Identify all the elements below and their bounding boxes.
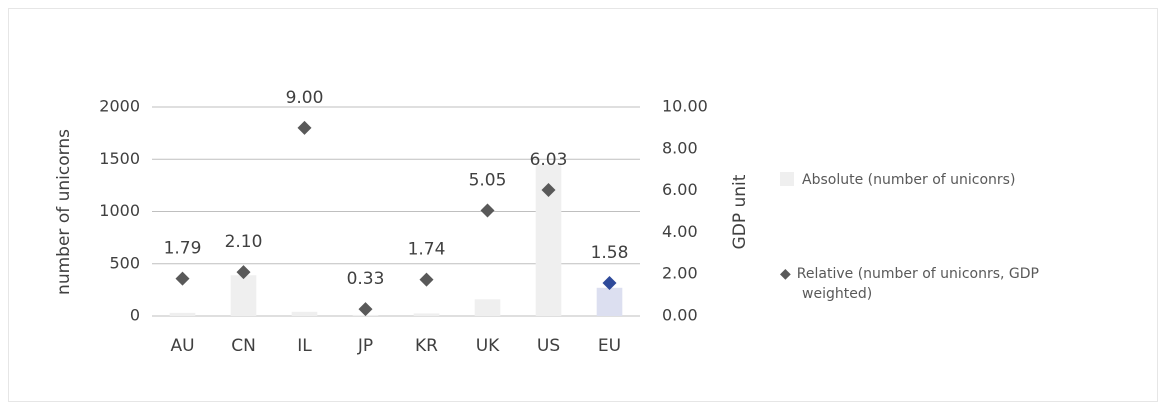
- y2-tick-label: 0.00: [662, 306, 698, 325]
- data-label: 9.00: [286, 88, 324, 108]
- x-tick-label: US: [537, 336, 560, 356]
- y2-tick-label: 6.00: [662, 180, 698, 199]
- diamond-marker: [541, 182, 556, 197]
- bar: [413, 313, 440, 316]
- x-tick-label: EU: [598, 336, 621, 356]
- data-label: 1.58: [591, 243, 629, 263]
- x-tick-label: AU: [170, 336, 194, 356]
- x-tick-label: CN: [231, 336, 256, 356]
- legend-item: ◆ Relative (number of uniconrs, GDP weigh…: [780, 264, 1112, 304]
- legend-label: Absolute (number of uniconrs): [802, 172, 1016, 188]
- diamond-marker: [602, 275, 617, 290]
- diamond-marker: [175, 271, 190, 286]
- y-tick-label: 2000: [99, 97, 140, 116]
- data-label: 1.74: [408, 240, 446, 260]
- chart-frame: [8, 8, 1158, 402]
- diamond-marker: [297, 120, 312, 135]
- y2-axis-label: GDP unit: [730, 174, 750, 249]
- y-tick-label: 1500: [99, 149, 140, 168]
- bar: [596, 287, 623, 316]
- data-label: 6.03: [530, 150, 568, 170]
- y-tick-label: 1000: [99, 201, 140, 220]
- legend-swatch: ◆: [780, 266, 791, 282]
- x-tick-label: KR: [415, 336, 438, 356]
- bar: [169, 312, 196, 316]
- y-tick-label: 500: [109, 253, 140, 272]
- diamond-marker: [419, 272, 434, 287]
- diamond-marker: [480, 203, 495, 218]
- bar: [230, 275, 257, 316]
- x-tick-label: IL: [297, 336, 312, 356]
- legend-item: Absolute (number of uniconrs): [780, 170, 1110, 190]
- diamond-marker: [358, 302, 373, 317]
- data-label: 5.05: [469, 170, 507, 190]
- y2-tick-label: 8.00: [662, 138, 698, 157]
- x-tick-label: JP: [357, 336, 373, 356]
- y-tick-label: 0: [130, 306, 140, 325]
- y-axis-label: number of unicorns: [54, 129, 74, 295]
- bar: [474, 299, 501, 316]
- bar: [291, 311, 318, 316]
- legend-label: Relative (number of uniconrs, GDP weight…: [796, 266, 1039, 302]
- data-label: 1.79: [164, 239, 202, 259]
- y2-tick-label: 10.00: [662, 97, 708, 116]
- data-label: 0.33: [347, 269, 385, 289]
- data-label: 2.10: [225, 232, 263, 252]
- y2-tick-label: 2.00: [662, 264, 698, 283]
- x-tick-label: UK: [476, 336, 500, 356]
- diamond-marker: [236, 265, 251, 280]
- legend-swatch: [780, 172, 794, 186]
- y2-tick-label: 4.00: [662, 222, 698, 241]
